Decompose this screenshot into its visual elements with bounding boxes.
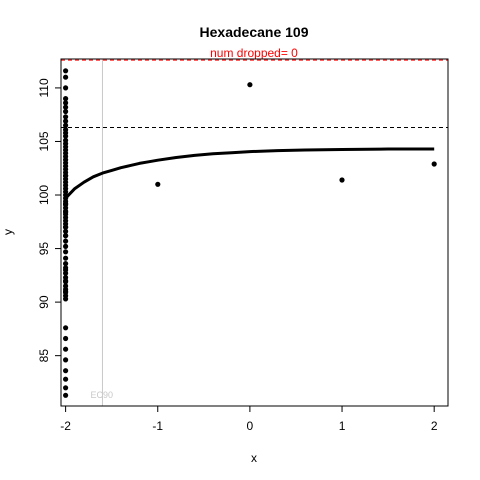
fit-curve-layer xyxy=(64,147,435,200)
x-tick-label: -1 xyxy=(152,419,163,433)
data-point xyxy=(63,233,69,239)
x-tick-label: 2 xyxy=(431,419,438,433)
data-point xyxy=(63,201,69,207)
data-point xyxy=(63,346,69,352)
data-point xyxy=(63,368,69,374)
data-point xyxy=(63,104,69,110)
fit-curve xyxy=(64,147,435,200)
data-point xyxy=(63,249,69,255)
ec90-label: EC90 xyxy=(90,390,113,400)
data-point xyxy=(63,228,69,234)
y-tick-label: 90 xyxy=(37,295,51,309)
chart-title: Hexadecane 109 xyxy=(200,24,309,40)
data-point xyxy=(63,296,69,302)
data-points-layer xyxy=(63,68,437,398)
data-point xyxy=(63,255,69,261)
data-point xyxy=(63,85,69,91)
y-tick-label: 85 xyxy=(37,349,51,363)
data-point xyxy=(63,392,69,398)
data-point xyxy=(63,118,69,124)
data-point xyxy=(63,173,69,179)
x-axis: -2 -1 0 1 2 xyxy=(60,405,438,433)
data-point xyxy=(63,385,69,391)
data-point xyxy=(63,267,69,273)
reference-lines: EC90 xyxy=(61,59,448,406)
x-tick-label: 0 xyxy=(247,419,254,433)
x-tick-label: -2 xyxy=(60,419,71,433)
data-point xyxy=(63,74,69,80)
data-point xyxy=(63,108,69,115)
data-point xyxy=(63,209,69,215)
data-point xyxy=(339,177,345,183)
data-point xyxy=(63,278,69,284)
data-point xyxy=(63,122,69,128)
data-point xyxy=(63,133,69,139)
y-tick-label: 100 xyxy=(37,185,51,205)
data-point xyxy=(63,376,69,382)
data-point xyxy=(63,288,69,294)
data-point xyxy=(63,96,69,102)
data-point xyxy=(63,335,69,342)
data-point xyxy=(63,261,69,267)
data-point xyxy=(63,68,69,74)
data-point xyxy=(63,325,69,331)
y-tick-label: 105 xyxy=(37,131,51,151)
data-point xyxy=(63,238,69,244)
x-tick-label: 1 xyxy=(339,419,346,433)
data-point xyxy=(247,82,253,88)
y-tick-label: 95 xyxy=(37,242,51,256)
data-point xyxy=(63,100,69,106)
data-point xyxy=(63,224,69,230)
data-point xyxy=(63,357,69,363)
data-point xyxy=(155,181,161,187)
y-axis: 85 90 95 100 105 110 xyxy=(37,78,62,363)
y-axis-label: y xyxy=(1,229,15,235)
y-tick-label: 110 xyxy=(37,78,51,97)
data-point xyxy=(431,161,437,167)
chart-subtitle: num dropped= 0 xyxy=(210,46,298,60)
data-point xyxy=(63,243,69,249)
data-point xyxy=(63,114,69,120)
x-axis-label: x xyxy=(251,451,257,465)
